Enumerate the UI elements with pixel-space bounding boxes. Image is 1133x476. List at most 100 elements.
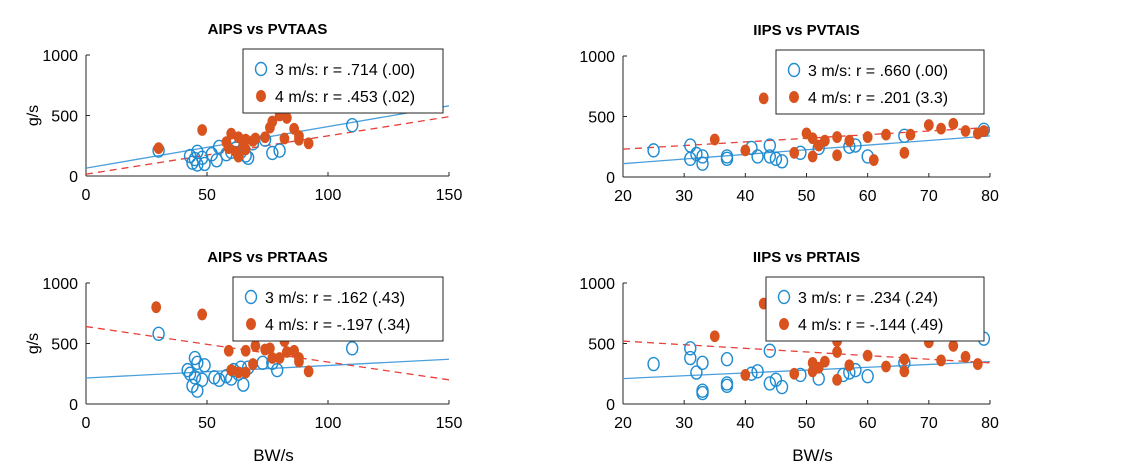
point-4ms xyxy=(832,373,842,386)
point-3ms xyxy=(763,376,776,391)
legend-marker-3ms xyxy=(254,61,268,77)
point-4ms xyxy=(153,142,164,155)
x-tick-label: 60 xyxy=(859,415,877,432)
legend-box xyxy=(765,276,985,342)
x-tick-label: 50 xyxy=(198,415,216,432)
point-4ms xyxy=(936,354,946,367)
legend-label: 4 m/s: r = -.197 (.34) xyxy=(265,317,410,334)
legend-marker-4ms xyxy=(789,91,799,103)
y-tick-label: 500 xyxy=(588,337,615,354)
point-3ms xyxy=(152,326,165,342)
point-4ms xyxy=(972,358,983,370)
chart-title: AIPS vs PRTAAS xyxy=(207,249,328,266)
point-3ms xyxy=(647,143,660,158)
chart-title: AIPS vs PVTAAS xyxy=(208,21,328,38)
point-4ms xyxy=(899,365,910,378)
point-4ms xyxy=(260,131,270,144)
point-3ms xyxy=(181,362,194,378)
point-3ms xyxy=(266,145,279,161)
x-axis-label: BW/s xyxy=(253,446,294,465)
legend-box xyxy=(242,48,444,114)
x-tick-label: 60 xyxy=(859,188,877,205)
x-tick-label: 70 xyxy=(920,188,938,205)
y-tick-label: 500 xyxy=(588,110,615,127)
y-axis-label: g/s xyxy=(25,105,42,126)
x-tick-label: 30 xyxy=(675,415,693,432)
point-3ms xyxy=(647,356,660,372)
point-4ms xyxy=(281,112,292,124)
point-3ms xyxy=(188,370,202,385)
x-tick-label: 150 xyxy=(436,415,463,432)
y-tick-label: 500 xyxy=(51,337,78,354)
point-4ms xyxy=(248,358,258,370)
x-tick-label: 100 xyxy=(315,187,342,204)
chart-panel-4: IIPS vs PRTAIS 20 30 40 50 60 70 80 0 500 1000 BW/s… xyxy=(579,249,999,465)
legend-label: 4 m/s: r = .453 (.02) xyxy=(275,89,415,106)
legend-marker-4ms xyxy=(246,318,256,330)
x-tick-label: 50 xyxy=(798,415,816,432)
y-tick-label: 1000 xyxy=(579,49,615,66)
fit-line-3ms xyxy=(623,135,990,165)
point-4ms xyxy=(294,130,304,142)
plot-area xyxy=(86,101,449,175)
point-3ms xyxy=(775,154,789,169)
point-4ms xyxy=(223,344,234,357)
x-tick-label: 80 xyxy=(981,415,999,432)
point-4ms xyxy=(978,125,989,137)
point-4ms xyxy=(240,366,251,379)
point-4ms xyxy=(758,92,769,105)
point-4ms xyxy=(832,131,842,143)
y-tick-label: 0 xyxy=(69,397,78,414)
point-4ms xyxy=(151,301,162,314)
chart-panel-3: AIPS vs PRTAAS 0 50 100 150 0 500 1000 g/s BW/s 3 … xyxy=(25,249,462,465)
x-tick-label: 80 xyxy=(981,188,999,205)
point-4ms xyxy=(197,308,208,321)
point-3ms xyxy=(720,378,734,394)
point-3ms xyxy=(690,365,703,380)
point-4ms xyxy=(303,137,314,150)
point-3ms xyxy=(191,355,204,371)
point-3ms xyxy=(198,156,211,172)
x-tick-label: 70 xyxy=(920,415,938,432)
point-4ms xyxy=(807,132,818,145)
point-3ms xyxy=(763,138,776,153)
point-4ms xyxy=(881,128,891,141)
legend-marker-3ms xyxy=(787,62,801,78)
legend: 3 m/s: r = .162 (.43) 4 m/s: r = -.197 (.… xyxy=(232,276,444,342)
point-3ms xyxy=(198,358,211,373)
x-tick-label: 100 xyxy=(315,415,342,432)
plot-area xyxy=(86,285,449,398)
point-4ms xyxy=(862,131,873,143)
point-3ms xyxy=(861,368,874,384)
legend-marker-3ms xyxy=(244,289,258,305)
point-3ms xyxy=(346,117,359,133)
point-3ms xyxy=(270,362,284,378)
point-4ms xyxy=(923,119,934,131)
point-4ms xyxy=(844,359,855,372)
point-4ms xyxy=(807,150,818,163)
point-4ms xyxy=(936,122,946,135)
y-tick-label: 500 xyxy=(51,109,78,126)
legend-label: 3 m/s: r = .660 (.00) xyxy=(808,63,948,80)
point-3ms xyxy=(720,149,734,164)
point-4ms xyxy=(960,350,971,363)
legend: 3 m/s: r = .714 (.00) 4 m/s: r = .453 (.0… xyxy=(242,48,444,114)
chart-panel-2: IIPS vs PVTAIS 20 30 40 50 60 70 80 0 500 1000 3 m/… xyxy=(579,22,999,205)
point-4ms xyxy=(709,330,720,343)
point-3ms xyxy=(751,149,764,164)
x-tick-label: 0 xyxy=(82,415,91,432)
point-4ms xyxy=(905,128,916,141)
legend-label: 4 m/s: r = -.144 (.49) xyxy=(798,317,943,334)
legend-marker-4ms xyxy=(256,90,266,102)
point-3ms xyxy=(769,151,783,167)
point-4ms xyxy=(267,115,278,128)
point-4ms xyxy=(832,346,842,358)
x-tick-label: 20 xyxy=(614,188,632,205)
legend: 3 m/s: r = .234 (.24) 4 m/s: r = -.144 (.… xyxy=(765,276,985,342)
chart-title: IIPS vs PRTAIS xyxy=(753,249,860,266)
y-tick-label: 0 xyxy=(606,397,615,414)
point-3ms xyxy=(720,352,734,367)
point-4ms xyxy=(819,134,830,147)
point-4ms xyxy=(899,146,910,159)
